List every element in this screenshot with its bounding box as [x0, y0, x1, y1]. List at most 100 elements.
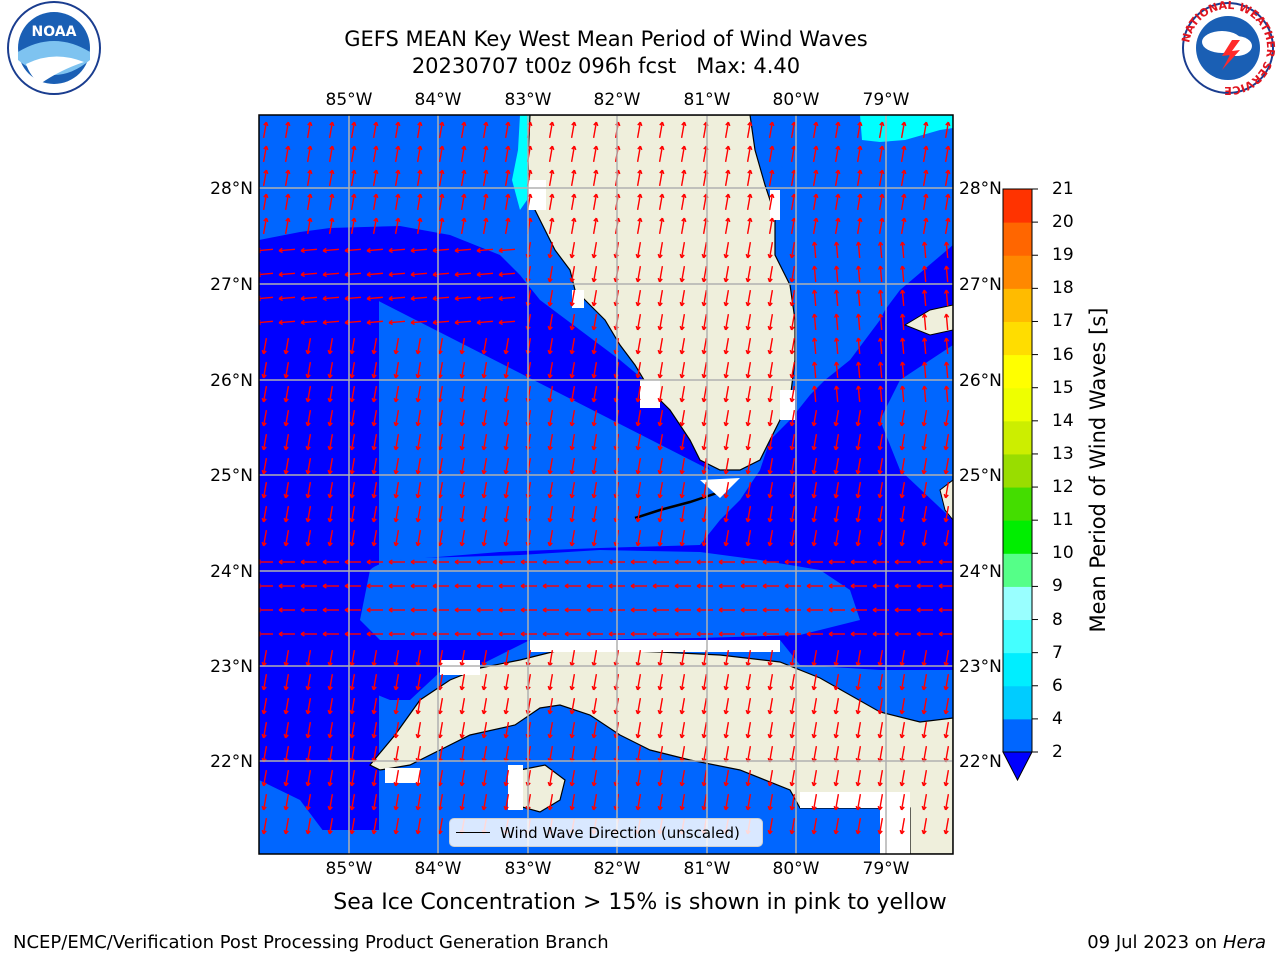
- wind-arrow-head: [481, 517, 487, 523]
- colorbar: [1002, 188, 1038, 782]
- wind-arrow: [344, 320, 362, 324]
- wind-arrow-head: [503, 709, 509, 715]
- wind-arrow: [482, 410, 488, 426]
- wind-arrow-head: [454, 295, 459, 302]
- wind-arrow-head: [417, 145, 423, 151]
- wind-arrow: [306, 194, 312, 210]
- wind-arrow: [306, 338, 312, 354]
- wind-arrow-head: [877, 829, 883, 835]
- wind-arrow-head: [263, 169, 269, 175]
- wind-arrow: [284, 506, 290, 522]
- wind-arrow: [548, 218, 554, 234]
- wind-arrow-head: [659, 193, 665, 199]
- wind-arrow: [878, 506, 884, 522]
- wind-arrow-head: [481, 421, 487, 427]
- wind-arrow: [813, 241, 817, 259]
- wind-arrow: [410, 296, 428, 300]
- wind-arrow: [262, 386, 268, 402]
- wind-arrow-head: [767, 781, 773, 787]
- wind-arrow: [746, 674, 752, 690]
- wind-arrow-head: [498, 247, 503, 254]
- wind-arrow: [570, 530, 576, 546]
- wind-arrow-head: [307, 193, 313, 199]
- lon-label: 85°W: [326, 90, 373, 110]
- wind-arrow: [680, 362, 686, 378]
- wind-arrow: [923, 361, 927, 379]
- wind-arrow-head: [417, 193, 423, 199]
- wind-arrow-head: [833, 421, 839, 427]
- wind-arrow: [724, 338, 730, 354]
- wind-arrow: [658, 770, 664, 786]
- wind-arrow-head: [459, 685, 465, 691]
- wind-arrow: [306, 170, 312, 186]
- wind-arrow: [944, 458, 950, 474]
- wind-arrow-head: [586, 607, 591, 613]
- wind-arrow-head: [635, 469, 641, 475]
- lon-label: 82°W: [594, 90, 641, 110]
- wind-arrow: [813, 337, 817, 355]
- wind-arrow-head: [767, 253, 773, 259]
- lon-label: 79°W: [863, 90, 910, 110]
- wind-arrow: [570, 650, 576, 666]
- wind-arrow-head: [813, 193, 819, 199]
- wind-arrow: [570, 770, 576, 786]
- wind-arrow-head: [547, 325, 553, 331]
- wind-arrow-head: [476, 559, 481, 565]
- wind-arrow: [879, 241, 883, 259]
- wind-arrow-head: [789, 277, 795, 283]
- wind-arrow-head: [569, 469, 575, 475]
- wind-arrow-head: [657, 517, 663, 523]
- wind-arrow: [394, 650, 400, 666]
- wind-arrow: [570, 194, 576, 210]
- wind-arrow-head: [371, 805, 377, 811]
- wind-arrow-head: [723, 541, 729, 547]
- wind-arrow: [372, 434, 378, 450]
- wind-arrow: [658, 410, 664, 426]
- wind-arrow: [724, 314, 730, 330]
- wind-arrow: [879, 337, 883, 355]
- wind-arrow: [416, 194, 422, 210]
- wind-arrow: [812, 122, 818, 138]
- wind-arrow-head: [305, 349, 311, 355]
- wind-arrow-head: [327, 493, 333, 499]
- wind-arrow-head: [723, 805, 729, 811]
- wind-arrow: [900, 218, 906, 234]
- wind-arrow: [284, 674, 290, 690]
- wind-arrow: [262, 122, 268, 138]
- wind-arrow-head: [921, 733, 927, 739]
- wind-arrow: [636, 674, 642, 690]
- wind-arrow: [592, 674, 598, 690]
- wind-arrow-head: [344, 631, 349, 637]
- wind-arrow: [702, 314, 708, 330]
- wind-arrow-head: [635, 349, 641, 355]
- wind-arrow-head: [943, 421, 949, 427]
- wind-arrow: [658, 434, 664, 450]
- wind-arrow: [702, 650, 708, 666]
- wind-arrow-head: [811, 781, 817, 787]
- wind-arrow-head: [459, 493, 465, 499]
- wind-arrow: [834, 722, 840, 738]
- cyan-patch-gulf-coast: [512, 115, 530, 210]
- wind-arrow: [504, 410, 510, 426]
- wind-arrow: [680, 122, 686, 138]
- wind-arrow-head: [877, 781, 883, 787]
- wind-arrow-head: [591, 277, 597, 283]
- wind-arrow-head: [547, 397, 553, 403]
- wind-arrow: [592, 770, 598, 786]
- wind-arrow-head: [503, 421, 509, 427]
- wind-arrow: [592, 338, 598, 354]
- wind-arrow-head: [767, 445, 773, 451]
- wind-arrow-head: [327, 733, 333, 739]
- wind-arrow: [394, 458, 400, 474]
- wind-arrow: [724, 482, 730, 498]
- wind-arrow-head: [916, 583, 921, 589]
- wind-arrow: [900, 434, 906, 450]
- wind-arrow-head: [454, 583, 459, 589]
- wind-arrow: [944, 674, 950, 690]
- wind-arrow-head: [701, 325, 707, 331]
- wind-arrow-head: [857, 145, 863, 151]
- wind-arrow-head: [285, 217, 291, 223]
- wind-arrow: [482, 722, 488, 738]
- wind-arrow-head: [300, 607, 305, 613]
- wind-arrow: [306, 818, 312, 834]
